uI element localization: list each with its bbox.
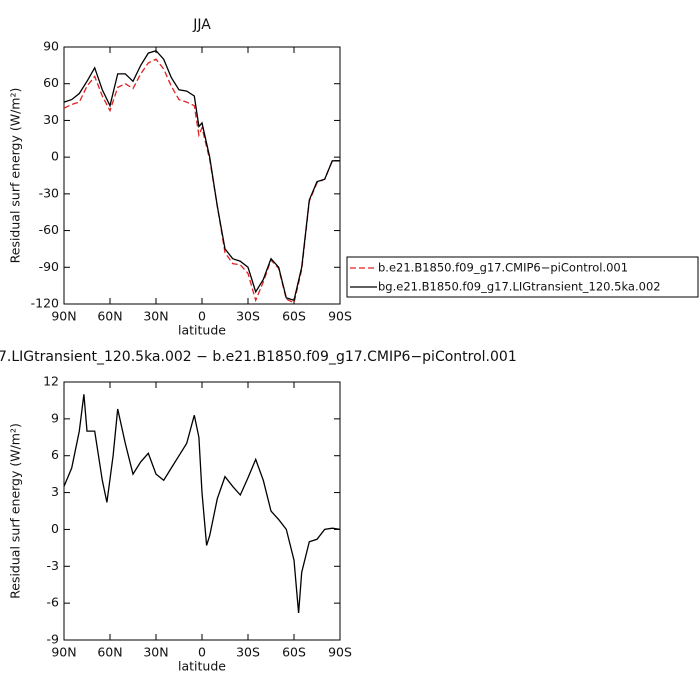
x-tick-label: 90N: [51, 309, 76, 324]
x-tick-label: 90N: [51, 645, 76, 660]
plot-frame: [63, 381, 341, 641]
y-tick-label: 90: [43, 39, 59, 54]
plot-frame: [63, 46, 341, 305]
x-axis-label: latitude: [178, 323, 226, 338]
y-tick-label: -90: [39, 259, 59, 274]
x-tick-label: 30N: [143, 309, 168, 324]
y-tick-label: 60: [43, 75, 59, 90]
legend-label: bg.e21.B1850.f09_g17.LIGtransient_120.5k…: [378, 280, 661, 294]
y-tick-label: 0: [51, 149, 59, 164]
legend-box: [346, 256, 699, 298]
x-tick-label: 60N: [97, 645, 122, 660]
x-tick-label: 0: [198, 309, 206, 324]
x-axis-label: latitude: [178, 659, 226, 674]
y-tick-label: -3: [47, 558, 59, 573]
y-tick-label: -9: [47, 632, 60, 647]
y-tick-label: 0: [51, 521, 59, 536]
x-tick-label: 60S: [282, 645, 306, 660]
data-line: [63, 58, 340, 304]
y-tick-label: 12: [43, 374, 59, 389]
x-tick-label: 30N: [143, 645, 168, 660]
y-tick-label: -6: [47, 595, 60, 610]
x-tick-label: 90S: [328, 645, 352, 660]
x-tick-label: 60S: [282, 309, 306, 324]
y-tick-label: 9: [51, 410, 59, 425]
y-tick-label: -60: [39, 222, 59, 237]
chart-title: JJA: [192, 17, 211, 33]
chart-title: 7.LIGtransient_120.5ka.002 − b.e21.B1850…: [0, 349, 517, 365]
data-line: [63, 394, 341, 614]
y-axis-label: Residual surf energy (W/m²): [8, 88, 23, 264]
x-tick-label: 30S: [236, 309, 260, 324]
y-axis-label: Residual surf energy (W/m²): [8, 423, 23, 599]
y-tick-label: 30: [43, 112, 59, 127]
y-tick-label: 6: [51, 447, 59, 462]
x-tick-label: 30S: [236, 645, 260, 660]
y-tick-label: 3: [51, 484, 59, 499]
x-tick-label: 90S: [328, 309, 352, 324]
data-line: [63, 49, 340, 302]
x-tick-label: 60N: [97, 309, 122, 324]
y-tick-label: -30: [39, 185, 59, 200]
y-tick-label: -120: [31, 296, 59, 311]
x-tick-label: 0: [198, 645, 206, 660]
legend-label: b.e21.B1850.f09_g17.CMIP6−piControl.001: [378, 261, 628, 275]
